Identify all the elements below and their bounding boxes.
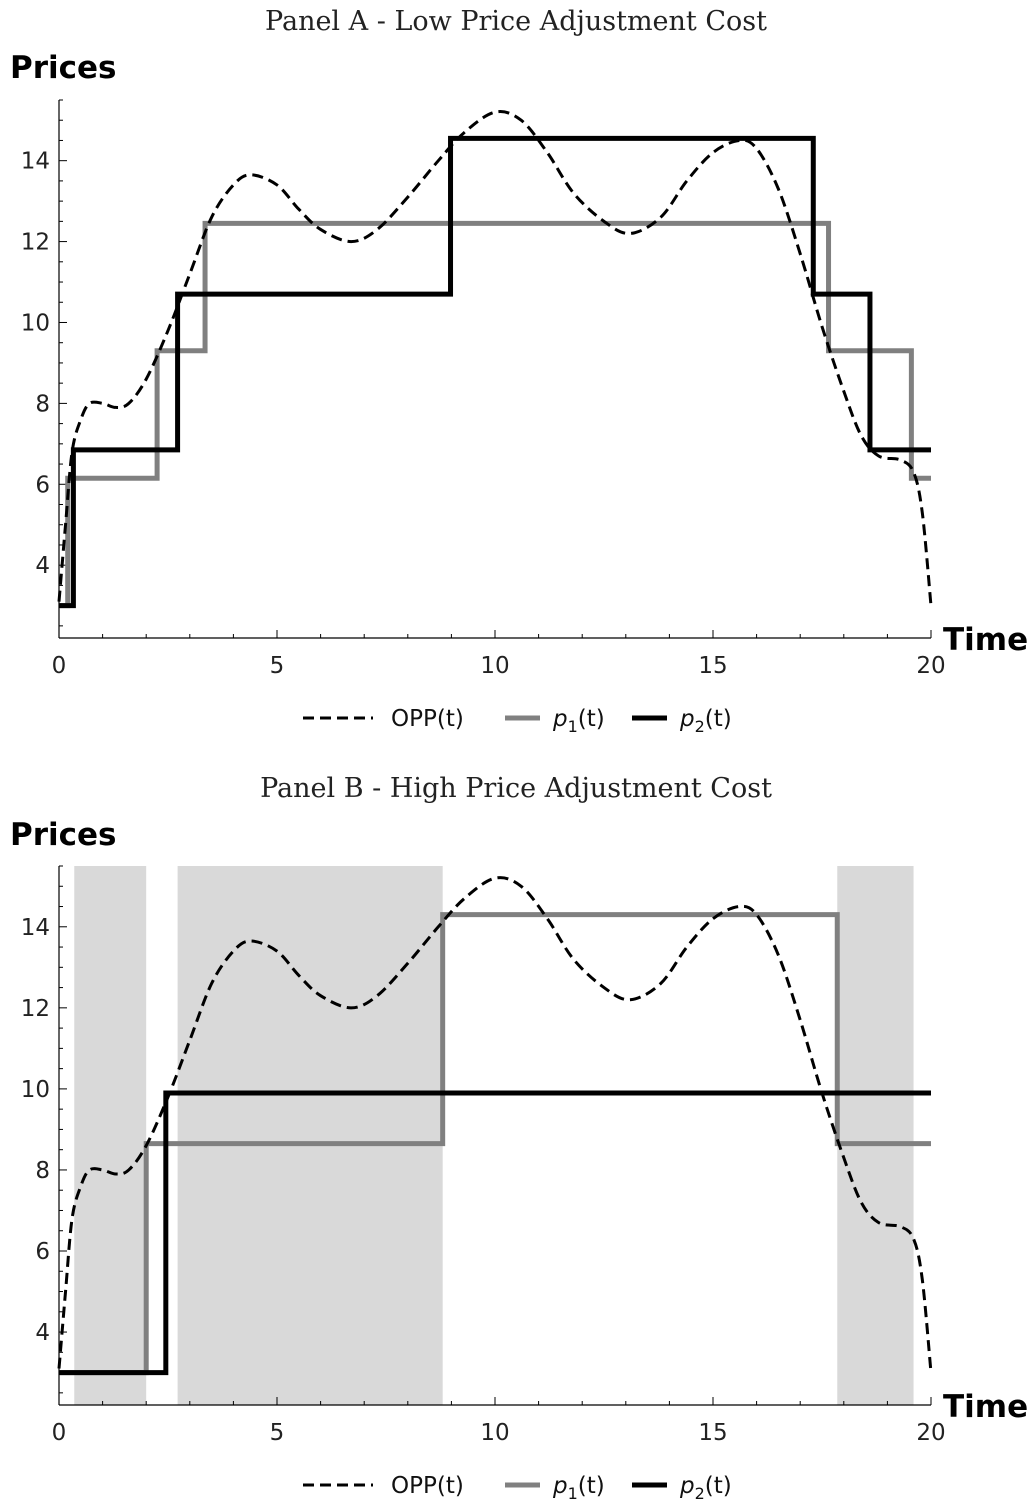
y-tick-label: 14	[21, 915, 50, 941]
panel-b-xlabel: Time	[943, 1389, 1028, 1425]
x-tick-label: 5	[270, 1420, 285, 1446]
series-p1-t	[59, 220, 931, 609]
panel-b-axes	[58, 865, 932, 1406]
series-p1-t	[59, 912, 931, 1376]
y-tick-label: 12	[21, 996, 50, 1022]
panel-b-y-tick-labels: 4 6 8 10 12 14	[21, 915, 50, 1346]
panel-b-ylabel: Prices	[10, 817, 117, 853]
panel-a-legend: OPP(t) p1(t) p2(t)	[303, 706, 732, 736]
y-tick-label: 6	[35, 472, 50, 498]
legend-p2-label: p2(t)	[679, 1473, 732, 1503]
x-tick-label: 0	[52, 1420, 67, 1446]
shaded-region-1	[74, 866, 147, 1405]
series-opp-t	[57, 876, 933, 1373]
y-tick-label: 8	[35, 391, 50, 417]
shaded-region-3	[837, 866, 914, 1405]
panel-a-axes	[58, 99, 932, 639]
legend-opp-label: OPP(t)	[391, 706, 464, 732]
panel-a-title: Panel A - Low Price Adjustment Cost	[265, 6, 767, 37]
x-tick-label: 10	[480, 653, 509, 679]
panel-a-series	[57, 110, 933, 609]
legend-p1-label: p1(t)	[552, 706, 605, 736]
y-tick-label: 4	[35, 1320, 50, 1346]
x-tick-label: 20	[916, 1420, 945, 1446]
x-tick-label: 15	[698, 653, 727, 679]
series-p2-t	[59, 1090, 931, 1376]
x-tick-label: 20	[916, 653, 945, 679]
series-p2-t	[59, 135, 931, 609]
panel-b-legend: OPP(t) p1(t) p2(t)	[303, 1473, 732, 1503]
y-tick-label: 10	[21, 1077, 50, 1103]
y-tick-label: 8	[35, 1158, 50, 1184]
series-opp-t	[57, 110, 933, 606]
panel-a-xlabel: Time	[943, 622, 1028, 658]
panel-a-x-tick-labels: 0 5 10 15 20	[52, 653, 946, 679]
legend-opp-label: OPP(t)	[391, 1473, 464, 1499]
legend-p1-label: p1(t)	[552, 1473, 605, 1503]
y-tick-label: 12	[21, 230, 50, 256]
panel-a-ylabel: Prices	[10, 50, 117, 86]
panel-a: Panel A - Low Price Adjustment Cost Pric…	[10, 6, 1028, 736]
x-tick-label: 10	[480, 1420, 509, 1446]
shaded-region-2	[177, 866, 443, 1405]
x-tick-label: 5	[270, 653, 285, 679]
y-tick-label: 10	[21, 310, 50, 336]
legend-p2-label: p2(t)	[679, 706, 732, 736]
panel-b-shading	[74, 866, 914, 1405]
panel-a-y-tick-labels: 4 6 8 10 12 14	[21, 149, 50, 580]
y-tick-label: 6	[35, 1239, 50, 1265]
panel-b-series	[57, 876, 933, 1376]
y-tick-label: 4	[35, 553, 50, 579]
x-tick-label: 15	[698, 1420, 727, 1446]
panel-b: Panel B - High Price Adjustment Cost Pri…	[10, 773, 1028, 1503]
panel-b-title: Panel B - High Price Adjustment Cost	[260, 773, 772, 804]
y-tick-label: 14	[21, 149, 50, 175]
panel-b-x-tick-labels: 0 5 10 15 20	[52, 1420, 946, 1446]
x-tick-label: 0	[52, 653, 67, 679]
